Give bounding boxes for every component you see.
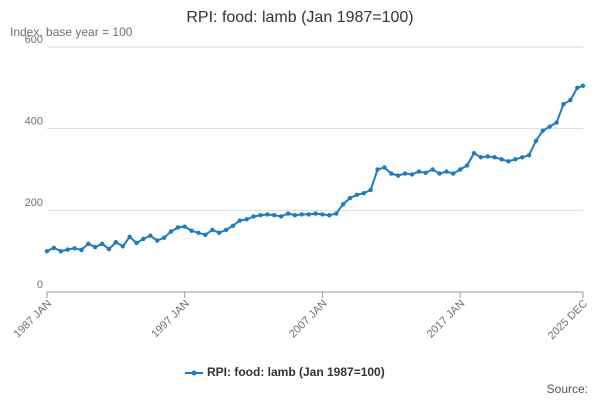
point: [44, 248, 50, 254]
point: [106, 246, 112, 252]
y-tick-label: 400: [25, 116, 43, 128]
chart-title: RPI: food: lamb (Jan 1987=100): [186, 9, 413, 26]
point: [389, 171, 394, 176]
point: [375, 167, 380, 172]
point: [299, 212, 305, 217]
point: [499, 157, 504, 162]
y-tick-label: 0: [37, 279, 43, 291]
x-tick-label: 2007 JAN: [287, 298, 330, 341]
x-tick-label: 2025 DEC: [546, 298, 590, 342]
y-axis-label: Index, base year = 100: [10, 25, 133, 39]
point: [154, 238, 160, 243]
point: [285, 211, 291, 216]
point: [513, 157, 518, 162]
point: [210, 227, 215, 233]
point: [409, 172, 415, 177]
point: [65, 247, 70, 252]
point: [471, 150, 477, 156]
point: [292, 213, 298, 218]
point: [457, 167, 463, 172]
legend-marker: [191, 370, 197, 376]
point: [113, 239, 119, 245]
point: [478, 155, 484, 160]
point: [203, 232, 208, 238]
point: [334, 211, 339, 216]
point: [258, 213, 263, 218]
point: [368, 187, 373, 193]
point: [168, 229, 174, 234]
point: [533, 138, 539, 144]
point: [382, 165, 387, 170]
point: [175, 225, 181, 230]
point: [540, 128, 546, 133]
x-tick-label: 1997 JAN: [149, 298, 192, 341]
point: [278, 214, 284, 219]
point: [93, 244, 98, 250]
point: [575, 85, 580, 91]
point: [216, 230, 222, 235]
point: [561, 101, 566, 107]
point: [451, 171, 456, 176]
point: [99, 241, 105, 247]
point: [506, 159, 511, 164]
point: [437, 171, 442, 176]
point: [306, 212, 311, 217]
point: [580, 83, 586, 88]
point: [354, 192, 360, 198]
point: [230, 223, 236, 229]
point: [86, 241, 91, 247]
point: [526, 153, 532, 158]
point: [547, 124, 552, 129]
point: [416, 169, 422, 174]
point: [272, 213, 277, 218]
point: [340, 202, 346, 207]
point: [396, 173, 401, 178]
point: [120, 244, 125, 249]
point: [444, 169, 449, 174]
point: [423, 170, 428, 175]
point: [361, 190, 366, 196]
source: Source:: [547, 382, 588, 396]
point: [313, 211, 318, 216]
point: [320, 212, 325, 217]
point: [223, 227, 229, 233]
legend-label: RPI: food: lamb (Jan 1987=100): [207, 365, 385, 379]
point: [347, 195, 353, 201]
point: [492, 155, 497, 160]
point: [148, 233, 153, 238]
y-tick-label: 600: [25, 34, 43, 46]
point: [182, 224, 187, 229]
point: [134, 240, 139, 246]
point: [554, 120, 559, 125]
x-tick-label: 1987 JAN: [12, 298, 55, 341]
point: [430, 167, 435, 172]
point: [464, 163, 470, 168]
point: [244, 217, 249, 222]
x-tick-label: 2017 JAN: [425, 298, 468, 341]
y-tick-label: 200: [25, 197, 43, 209]
point: [79, 247, 84, 253]
point: [51, 245, 57, 251]
point: [72, 246, 77, 251]
point: [58, 248, 63, 254]
point: [127, 234, 132, 240]
series-line: [46, 84, 584, 253]
point: [519, 155, 525, 160]
point: [327, 213, 332, 218]
point: [251, 214, 256, 219]
point: [402, 171, 408, 176]
point: [161, 235, 167, 240]
point: [189, 228, 194, 233]
point: [141, 236, 146, 242]
point: [485, 154, 490, 159]
point: [196, 230, 201, 235]
point: [265, 212, 270, 217]
point: [568, 97, 573, 103]
point: [237, 218, 243, 223]
